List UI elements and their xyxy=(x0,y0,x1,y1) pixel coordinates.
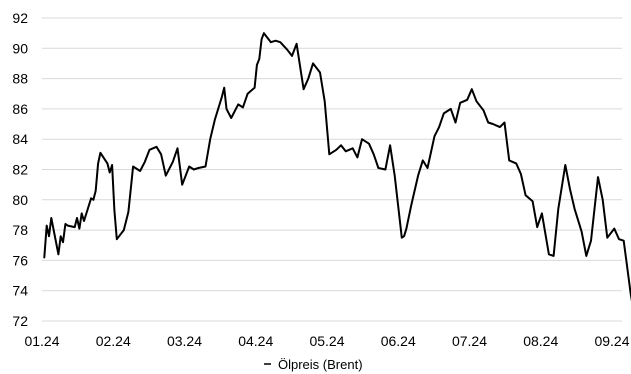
x-tick-label: 09.24 xyxy=(594,333,629,349)
y-tick-label: 84 xyxy=(12,131,28,147)
series-line-oelpreis-brent xyxy=(43,32,631,302)
y-axis-tick-labels: 72 74 76 78 80 82 84 86 88 90 92 xyxy=(12,10,28,329)
legend: Ölpreis (Brent) xyxy=(264,357,363,372)
y-tick-label: 90 xyxy=(12,40,28,56)
x-tick-label: 03.24 xyxy=(167,333,202,349)
y-tick-label: 86 xyxy=(12,101,28,117)
x-tick-label: 01.24 xyxy=(24,333,59,349)
x-tick-label: 06.24 xyxy=(381,333,416,349)
y-tick-label: 92 xyxy=(12,10,28,26)
x-tick-label: 08.24 xyxy=(523,333,558,349)
x-tick-label: 07.24 xyxy=(452,333,487,349)
y-tick-label: 88 xyxy=(12,71,28,87)
y-tick-label: 72 xyxy=(12,313,28,329)
y-tick-label: 82 xyxy=(12,162,28,178)
y-tick-label: 74 xyxy=(12,283,28,299)
x-tick-label: 02.24 xyxy=(96,333,131,349)
x-axis-tick-labels: 01.24 02.24 03.24 04.24 05.24 06.24 07.24 08.24… xyxy=(24,333,629,349)
y-tick-label: 76 xyxy=(12,252,28,268)
x-tick-label: 04.24 xyxy=(238,333,273,349)
legend-label: Ölpreis (Brent) xyxy=(278,357,363,372)
grid-lines xyxy=(42,17,622,322)
y-tick-label: 78 xyxy=(12,222,28,238)
y-tick-label: 80 xyxy=(12,192,28,208)
x-tick-label: 05.24 xyxy=(309,333,344,349)
